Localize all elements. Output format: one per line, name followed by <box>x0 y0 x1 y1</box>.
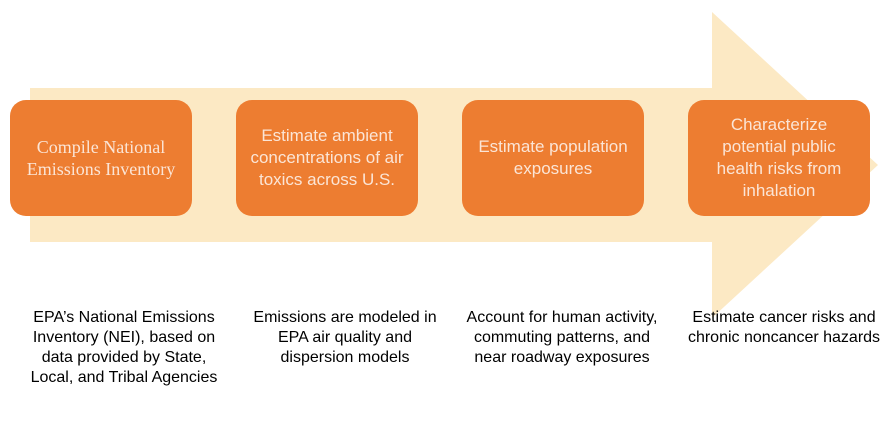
step-box: Characterize potential public health ris… <box>688 100 870 216</box>
step-description: Account for human activity, commuting pa… <box>466 309 658 366</box>
step-box: Estimate ambient concentrations of air t… <box>236 100 418 216</box>
process-arrow <box>30 12 878 318</box>
step-description: Emissions are modeled in EPA air quality… <box>253 309 437 366</box>
step-box: Estimate population exposures <box>462 100 644 216</box>
step-description: EPA’s National Emissions Inventory (NEI)… <box>30 309 218 386</box>
step-description: Estimate cancer risks and chronic noncan… <box>687 309 881 346</box>
step-box: Compile National Emissions Inventory <box>10 100 192 216</box>
